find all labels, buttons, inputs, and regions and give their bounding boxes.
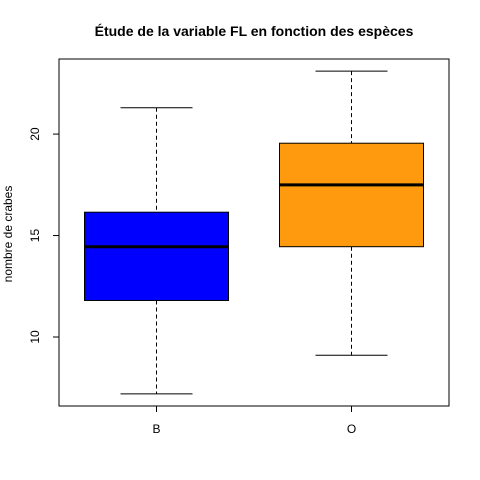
box-o-iqr-rect — [279, 142, 424, 248]
x-tick-label-b: B — [152, 422, 160, 436]
box-b — [84, 107, 229, 395]
y-axis: 10 15 20 — [28, 127, 60, 344]
y-tick-label-15: 15 — [28, 229, 42, 243]
box-b-iqr-rect — [84, 211, 229, 301]
chart-title: Étude de la variable FL en fonction des … — [95, 23, 414, 39]
y-tick-label-10: 10 — [28, 330, 42, 344]
y-tick-label-20: 20 — [28, 127, 42, 141]
box-o — [279, 70, 424, 356]
boxes-layer — [84, 70, 424, 395]
y-axis-label: nombre de crabes — [1, 186, 15, 283]
x-tick-label-o: O — [347, 422, 356, 436]
